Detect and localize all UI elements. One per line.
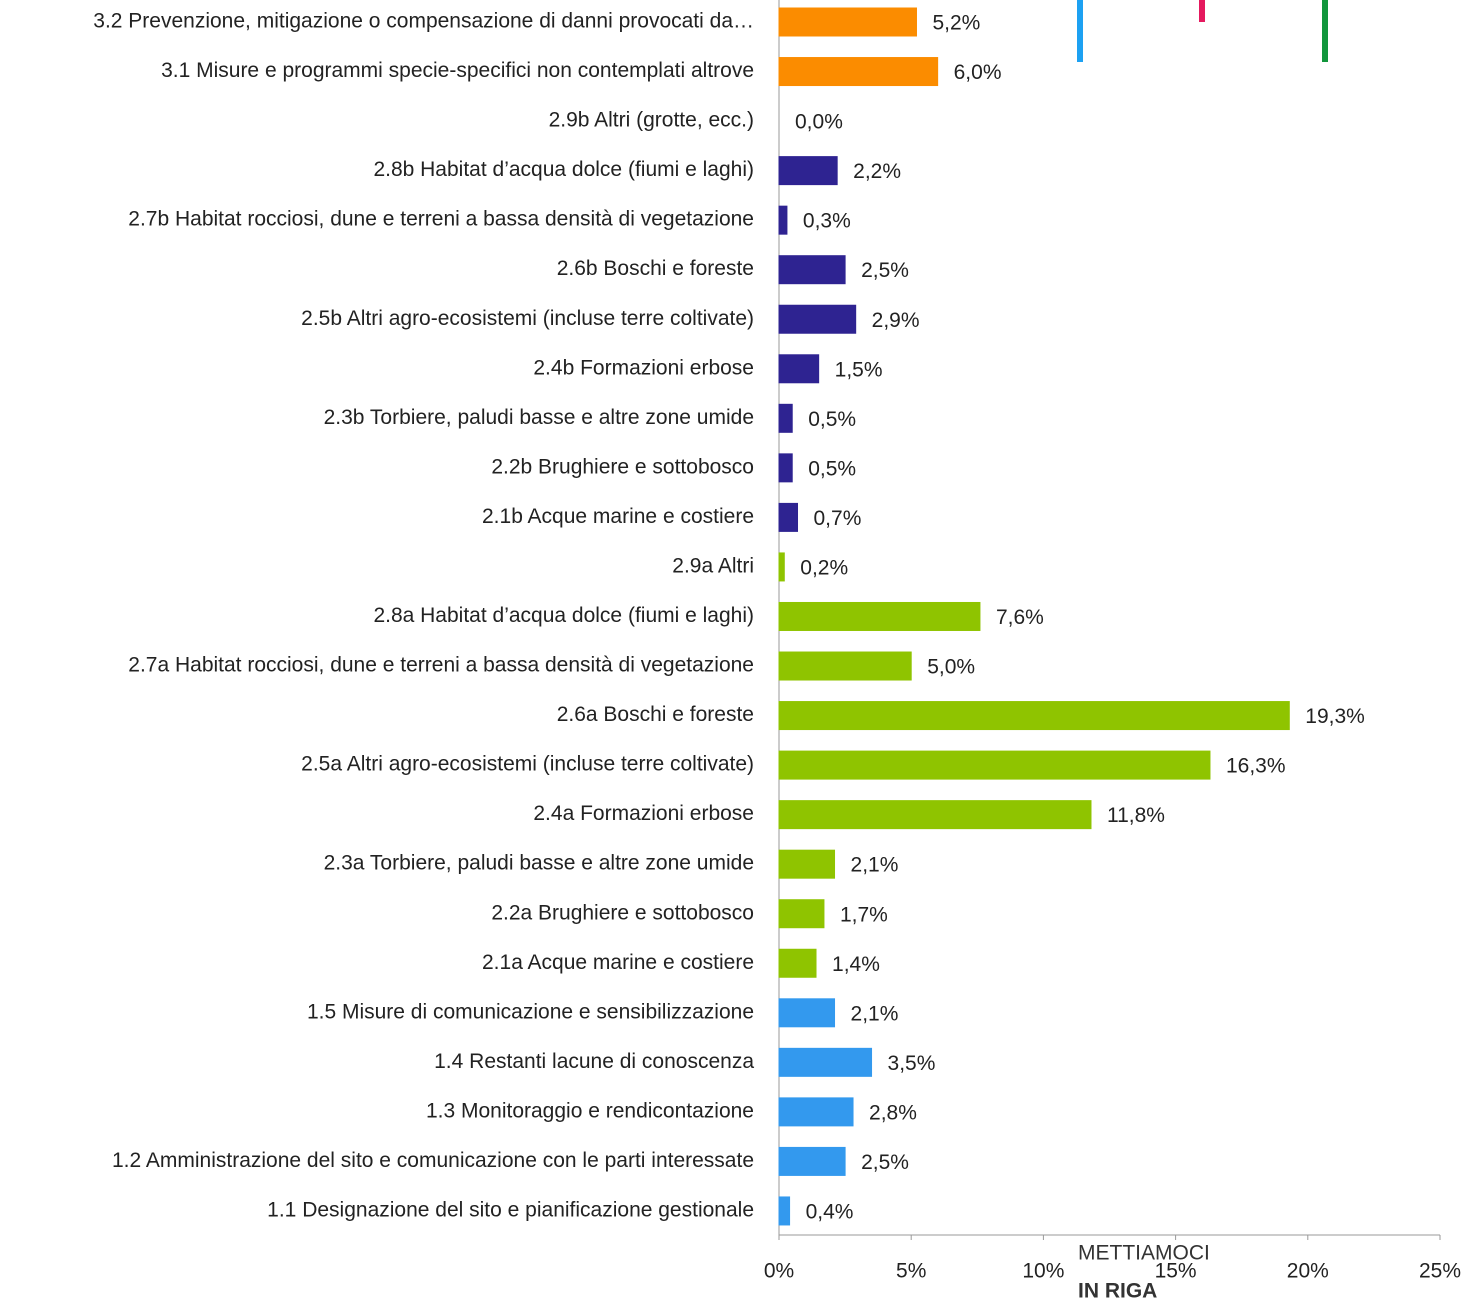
bar: [778, 998, 836, 1028]
category-label: 2.8b Habitat d’acqua dolce (fiumi e lagh…: [373, 158, 754, 181]
value-label: 2,1%: [851, 1002, 899, 1025]
x-tick-label: 25%: [1419, 1260, 1461, 1283]
value-label: 1,5%: [835, 358, 883, 381]
value-label: 2,9%: [872, 309, 920, 332]
bar: [778, 800, 1092, 830]
value-label: 0,5%: [808, 408, 856, 431]
value-label: 1,4%: [832, 953, 880, 976]
x-tick-label: 10%: [1022, 1260, 1064, 1283]
category-label: 1.4 Restanti lacune di conoscenza: [434, 1050, 754, 1073]
category-label: 2.4a Formazioni erbose: [533, 802, 754, 825]
value-label: 19,3%: [1305, 705, 1365, 728]
value-label: 0,3%: [803, 210, 851, 233]
value-label: 1,7%: [840, 903, 888, 926]
category-label: 2.7a Habitat rocciosi, dune e terreni a …: [128, 654, 754, 677]
value-label: 7,6%: [996, 606, 1044, 629]
value-label: 5,0%: [927, 656, 975, 679]
logo-text: METTIAMOCI: [1078, 1242, 1210, 1265]
category-label: 2.6b Boschi e foreste: [557, 257, 754, 280]
bar: [778, 849, 836, 879]
bar: [778, 156, 838, 186]
bar: [778, 354, 820, 384]
category-label: 1.1 Designazione del sito e pianificazio…: [267, 1199, 754, 1222]
category-label: 2.3a Torbiere, paludi basse e altre zone…: [324, 852, 754, 875]
category-label: 2.3b Torbiere, paludi basse e altre zone…: [324, 406, 754, 429]
bar: [778, 701, 1290, 731]
value-label: 2,1%: [851, 854, 899, 877]
bar: [778, 502, 799, 532]
value-label: 0,5%: [808, 457, 856, 480]
value-label: 3,5%: [888, 1052, 936, 1075]
value-label: 5,2%: [932, 12, 980, 35]
category-label: 2.2a Brughiere e sottobosco: [491, 901, 754, 924]
value-label: 0,0%: [795, 111, 843, 134]
category-label: 2.9b Altri (grotte, ecc.): [549, 109, 754, 132]
bar: [778, 750, 1211, 780]
bar: [778, 1146, 846, 1176]
x-tick-label: 15%: [1155, 1260, 1197, 1283]
category-label: 2.5b Altri agro-ecosistemi (incluse terr…: [301, 307, 754, 330]
category-label: 3.2 Prevenzione, mitigazione o compensaz…: [93, 10, 754, 33]
value-label: 0,7%: [814, 507, 862, 530]
category-label: 3.1 Misure e programmi specie-specifici …: [161, 59, 754, 82]
category-label: 1.2 Amministrazione del sito e comunicaz…: [112, 1149, 754, 1172]
bar: [778, 1097, 854, 1127]
category-label: 2.1a Acque marine e costiere: [482, 951, 754, 974]
bar: [778, 453, 793, 483]
category-label: 2.5a Altri agro-ecosistemi (incluse terr…: [301, 753, 754, 776]
bar: [778, 255, 846, 285]
value-label: 2,8%: [869, 1101, 917, 1124]
value-label: 2,5%: [861, 1151, 909, 1174]
category-label: 2.2b Brughiere e sottobosco: [491, 455, 754, 478]
category-label: 1.5 Misure di comunicazione e sensibiliz…: [307, 1000, 754, 1023]
category-label: 2.9a Altri: [672, 554, 754, 577]
x-tick-label: 0%: [764, 1260, 794, 1283]
bar: [778, 651, 912, 681]
category-label: 2.6a Boschi e foreste: [557, 703, 754, 726]
value-label: 0,2%: [800, 556, 848, 579]
x-tick-label: 20%: [1287, 1260, 1329, 1283]
logo-text: IN RIGA: [1078, 1280, 1157, 1303]
bar: [778, 948, 817, 978]
value-label: 16,3%: [1226, 755, 1286, 778]
bar: [778, 899, 825, 929]
value-label: 2,2%: [853, 160, 901, 183]
bar: [778, 1047, 873, 1077]
bar: [778, 403, 793, 433]
bar: [778, 57, 939, 87]
category-label: 2.7b Habitat rocciosi, dune e terreni a …: [128, 208, 754, 231]
category-label: 2.8a Habitat d’acqua dolce (fiumi e lagh…: [373, 604, 754, 627]
category-label: 1.3 Monitoraggio e rendicontazione: [426, 1099, 754, 1122]
value-label: 2,5%: [861, 259, 909, 282]
bar: [778, 552, 785, 582]
category-label: 2.4b Formazioni erbose: [533, 356, 754, 379]
bar: [778, 304, 857, 334]
value-label: 0,4%: [806, 1201, 854, 1224]
bar: [778, 7, 917, 37]
bar: [778, 1196, 791, 1226]
value-label: 6,0%: [954, 61, 1002, 84]
x-tick-label: 5%: [896, 1260, 926, 1283]
bar: [778, 601, 981, 631]
value-label: 11,8%: [1107, 804, 1165, 827]
bar: [778, 205, 788, 235]
category-label: 2.1b Acque marine e costiere: [482, 505, 754, 528]
